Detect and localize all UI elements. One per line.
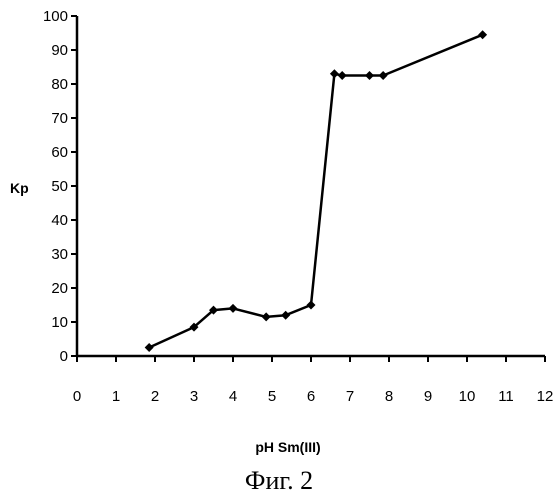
x-axis-title: pH Sm(III)	[255, 439, 320, 455]
y-tick-label: 60	[51, 144, 68, 161]
x-tick-label: 4	[229, 388, 237, 405]
data-point-marker	[379, 71, 388, 80]
data-point-marker	[307, 301, 316, 310]
y-tick-label: 20	[51, 280, 68, 297]
y-tick-label: 10	[51, 314, 68, 331]
y-tick-label: 50	[51, 178, 68, 195]
y-tick-label: 70	[51, 110, 68, 127]
x-tick-label: 9	[424, 388, 432, 405]
data-point-marker	[281, 311, 290, 320]
y-tick-label: 40	[51, 212, 68, 229]
x-tick-label: 3	[190, 388, 198, 405]
series-line	[149, 35, 482, 348]
x-tick-label: 11	[498, 388, 514, 405]
y-axis-ticks: 0 10 20 30 40 50 60 70 80 90 100	[43, 8, 77, 365]
x-tick-label: 6	[307, 388, 315, 405]
y-tick-label: 90	[51, 42, 68, 59]
x-tick-label: 2	[151, 388, 159, 405]
data-point-marker	[145, 343, 154, 352]
x-tick-label: 12	[537, 388, 554, 405]
y-tick-label: 30	[51, 246, 68, 263]
data-point-marker	[229, 304, 238, 313]
x-tick-label: 8	[385, 388, 393, 405]
x-axis-ticks: 0123456789101112	[73, 356, 554, 405]
figure-caption: Фиг. 2	[245, 466, 313, 495]
x-tick-label: 5	[268, 388, 276, 405]
data-point-marker	[478, 30, 487, 39]
x-tick-label: 10	[459, 388, 476, 405]
data-point-marker	[330, 69, 339, 78]
y-tick-label: 80	[51, 76, 68, 93]
x-tick-label: 1	[112, 388, 120, 405]
x-tick-label: 0	[73, 388, 81, 405]
series-layer	[145, 30, 487, 352]
data-point-marker	[365, 71, 374, 80]
data-point-marker	[338, 71, 347, 80]
y-tick-label: 100	[43, 8, 68, 25]
y-tick-label: 0	[60, 348, 68, 365]
data-point-marker	[262, 312, 271, 321]
x-tick-label: 7	[346, 388, 354, 405]
y-axis-title: Kp	[10, 180, 29, 196]
